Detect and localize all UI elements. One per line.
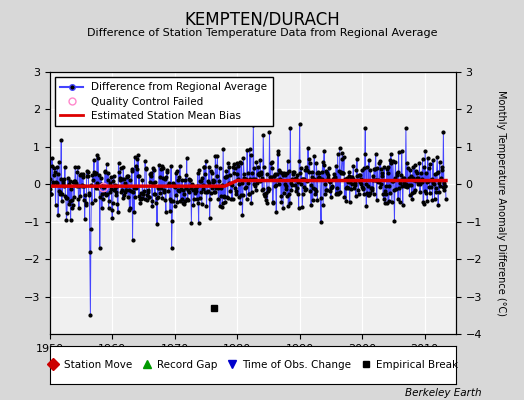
Y-axis label: Monthly Temperature Anomaly Difference (°C): Monthly Temperature Anomaly Difference (… [496,90,506,316]
Text: Berkeley Earth: Berkeley Earth [406,388,482,398]
Legend: Station Move, Record Gap, Time of Obs. Change, Empirical Break: Station Move, Record Gap, Time of Obs. C… [43,356,463,374]
Legend: Difference from Regional Average, Quality Control Failed, Estimated Station Mean: Difference from Regional Average, Qualit… [55,77,272,126]
Text: Difference of Station Temperature Data from Regional Average: Difference of Station Temperature Data f… [87,28,437,38]
Text: KEMPTEN/DURACH: KEMPTEN/DURACH [184,10,340,28]
